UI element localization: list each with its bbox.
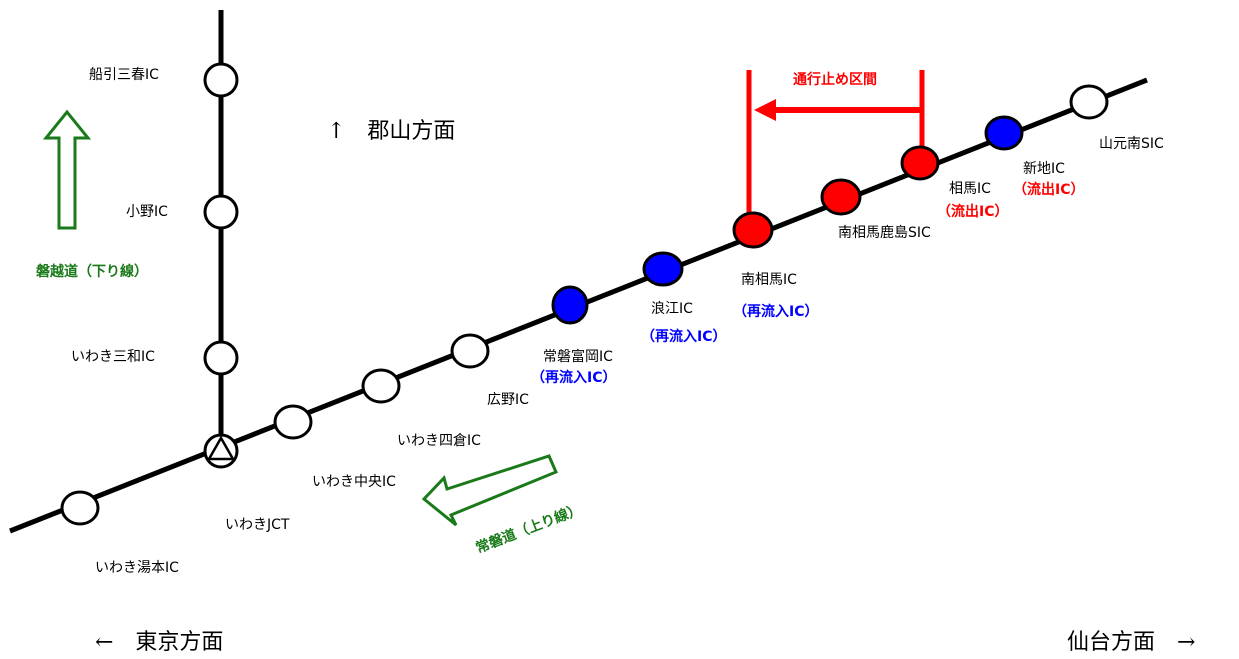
ic-node <box>820 178 862 216</box>
joban-ic-reentry: 新地IC （流出IC） <box>984 115 1084 198</box>
ban-etsu-ic: 小野IC <box>126 194 239 230</box>
east-direction-label: 仙台方面 → <box>1067 630 1195 655</box>
ic-label: 広野IC <box>487 392 529 408</box>
closure-arrow-head-icon <box>754 99 776 121</box>
closure-section-bracket: 通行止め区間 <box>746 70 925 228</box>
ic-label: 南相馬IC <box>741 272 797 288</box>
ic-note: （流出IC） <box>937 203 1008 220</box>
ic-node <box>642 251 684 287</box>
ic-label: 相馬IC <box>949 181 991 197</box>
ic-label: いわき三和IC <box>71 349 155 365</box>
ic-label: 新地IC <box>1023 161 1065 177</box>
joban-ic: いわき四倉IC <box>361 368 481 449</box>
junction-label: いわきJCT <box>225 517 290 533</box>
north-direction-label: ↑ 郡山方面 <box>327 119 455 144</box>
ban-etsu-direction-arrow-icon <box>42 109 92 230</box>
ic-label: いわき四倉IC <box>397 433 481 449</box>
joban-ic: 広野IC <box>450 333 529 408</box>
joban-direction-arrow-icon <box>421 454 558 527</box>
joban-road-label: 常磐道（上り線） <box>473 501 584 557</box>
closure-label: 通行止め区間 <box>793 71 877 88</box>
ic-label: 船引三春IC <box>89 67 159 83</box>
ic-node <box>361 368 401 404</box>
west-direction-label: ← 東京方面 <box>95 630 223 655</box>
ic-node <box>203 340 239 376</box>
ic-node <box>900 145 940 181</box>
joban-ic-reentry: 常磐富岡IC （再流入IC） <box>531 285 616 386</box>
ic-node <box>450 333 490 369</box>
ic-node <box>60 490 100 526</box>
ic-node <box>732 211 774 249</box>
ban-etsu-road-label: 磐越道（下り線） <box>35 263 148 280</box>
ic-label: 常磐富岡IC <box>543 348 613 365</box>
ic-label: 小野IC <box>126 204 168 220</box>
ic-node <box>984 115 1024 151</box>
ic-note: （再流入IC） <box>733 303 818 320</box>
joban-ic-reentry: 浪江IC （再流入IC） <box>641 251 726 345</box>
ic-node <box>1069 84 1109 120</box>
joban-ic-closed: 相馬IC （流出IC） <box>900 145 1008 220</box>
ic-node <box>273 404 313 440</box>
joban-ic: 山元南SIC <box>1069 84 1164 152</box>
joban-ic-closed: 南相馬鹿島SIC <box>820 178 931 241</box>
ic-note: （流出IC） <box>1013 181 1084 198</box>
joban-ic: いわき湯本IC <box>60 490 179 576</box>
ic-label: 山元南SIC <box>1099 136 1164 152</box>
ic-label: いわき中央IC <box>312 474 396 490</box>
ic-label: 南相馬鹿島SIC <box>838 224 931 241</box>
iwaki-junction: いわきJCT <box>203 433 290 533</box>
ic-node <box>203 62 239 98</box>
junction-triangle-icon <box>206 435 236 461</box>
ic-label: 浪江IC <box>651 301 693 317</box>
ic-node <box>551 285 589 325</box>
ic-label: いわき湯本IC <box>95 559 179 576</box>
ic-node <box>203 194 239 230</box>
joban-ic-closed: 南相馬IC （再流入IC） <box>732 211 818 320</box>
joban-ic: いわき中央IC <box>273 404 396 490</box>
ban-etsu-ic: いわき三和IC <box>71 340 239 376</box>
ban-etsu-ic: 船引三春IC <box>89 62 239 98</box>
ic-note: （再流入IC） <box>531 369 616 386</box>
ic-note: （再流入IC） <box>641 328 726 345</box>
